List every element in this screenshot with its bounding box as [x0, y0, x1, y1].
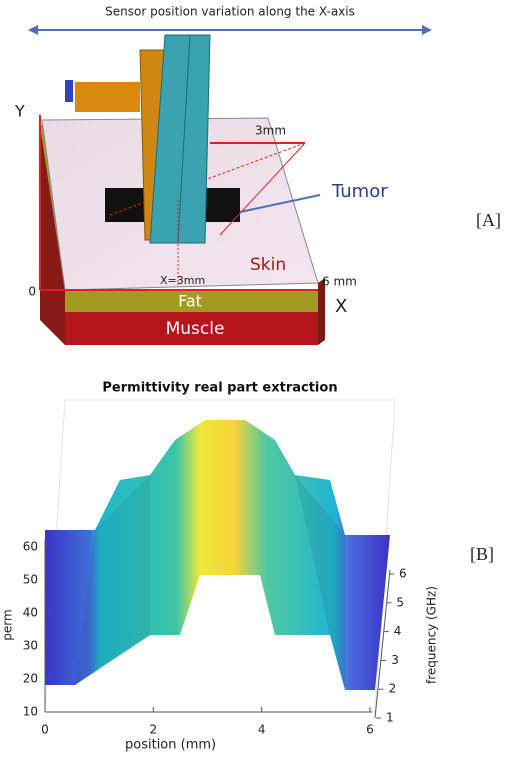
- surface-shade: [295, 475, 345, 690]
- panel-tag: [A]: [476, 210, 501, 230]
- y-tick-label: 30: [23, 639, 38, 653]
- arrow-head: [28, 25, 38, 35]
- y-tick-label: 60: [23, 540, 38, 554]
- arrow-head: [422, 25, 432, 35]
- chart-title: Permittivity real part extraction: [102, 381, 337, 396]
- position-label: X=3mm: [160, 274, 205, 287]
- x-tick-label: 4: [258, 723, 266, 737]
- muscle-layer: [65, 312, 318, 345]
- panel-a: Sensor position variation along the X-ax…: [14, 5, 501, 345]
- x-axis-label: X: [335, 296, 347, 317]
- surface-shade: [75, 475, 150, 685]
- skin-label: Skin: [250, 255, 286, 275]
- sensor-slab: [149, 34, 211, 244]
- z-tick-label: 3: [391, 653, 399, 667]
- z-axis-line: [374, 569, 391, 719]
- x-end-label: 6 mm: [322, 275, 357, 289]
- z-tick-label: 1: [386, 711, 394, 725]
- x-axis-title: position (mm): [125, 738, 216, 753]
- y-axis-label: Y: [14, 102, 25, 121]
- tumor-label: Tumor: [331, 181, 388, 202]
- fat-layer: [65, 290, 318, 312]
- tumor-pointer: [239, 194, 321, 213]
- slab-edge: [177, 34, 191, 244]
- y-tick-label: 50: [23, 573, 38, 587]
- distance-label: 3mm: [255, 124, 286, 138]
- z-axis-title: frequency (GHz): [425, 586, 439, 684]
- fat-label: Fat: [178, 292, 202, 311]
- origin-label: 0: [28, 285, 36, 299]
- panel-b: Permittivity real part extraction positi…: [1, 381, 495, 753]
- z-tick-label: 6: [399, 567, 407, 581]
- connector-tip: [65, 80, 73, 102]
- z-tick-label: 4: [394, 624, 402, 638]
- x-tick-label: 0: [41, 723, 49, 737]
- y-tick-label: 10: [23, 705, 38, 719]
- x-tick-label: 2: [150, 723, 158, 737]
- surface: [45, 420, 390, 690]
- x-tick-label: 6: [366, 723, 374, 737]
- guide: [219, 142, 306, 236]
- z-tick-label: 5: [396, 595, 404, 609]
- muscle-label: Muscle: [166, 319, 225, 339]
- y-tick-label: 40: [23, 606, 38, 620]
- panel-tag: [B]: [470, 544, 494, 564]
- y-axis-title: perm: [1, 609, 15, 640]
- side-face: [318, 278, 325, 345]
- y-tick-label: 20: [23, 672, 38, 686]
- banner: Sensor position variation along the X-ax…: [105, 5, 355, 19]
- connector: [75, 82, 140, 112]
- z-tick-label: 2: [389, 682, 397, 696]
